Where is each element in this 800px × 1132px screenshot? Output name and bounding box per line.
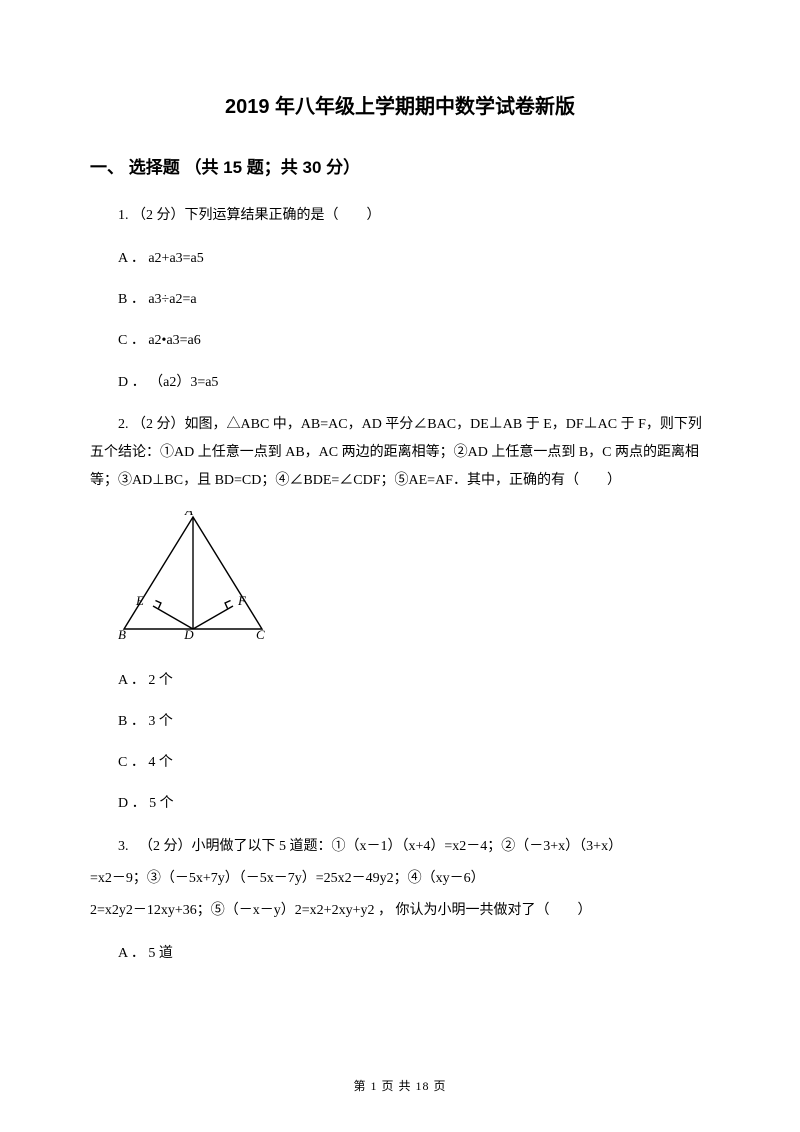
- page-title: 2019 年八年级上学期期中数学试卷新版: [90, 90, 710, 119]
- q3-line1: 3. （2 分）小明做了以下 5 道题：①（x－1）（x+4）=x2－4；②（－…: [90, 833, 710, 861]
- q2-opt-b: B ． 3 个: [90, 709, 710, 734]
- q2-stem: 2. （2 分）如图，△ABC 中，AB=AC，AD 平分∠BAC，DE⊥AB …: [90, 411, 710, 495]
- page-footer: 第 1 页 共 18 页: [0, 1077, 800, 1094]
- svg-text:C: C: [256, 627, 265, 642]
- q1-opt-a: A ． a2+a3=a5: [90, 246, 710, 271]
- q1-opt-d: D ． （a2）3=a5: [90, 370, 710, 395]
- q3-line2: =x2－9；③（－5x+7y）（－5x－7y）=25x2－49y2；④（xy－6…: [90, 865, 710, 893]
- section-1-heading: 一、 选择题 （共 15 题；共 30 分）: [90, 153, 710, 178]
- q1-stem: 1. （2 分）下列运算结果正确的是（ ）: [90, 202, 710, 230]
- svg-text:E: E: [135, 593, 144, 608]
- q3-line3: 2=x2y2－12xy+36；⑤（－x－y）2=x2+2xy+y2 ， 你认为小…: [90, 897, 710, 925]
- q2-opt-a: A ． 2 个: [90, 668, 710, 693]
- svg-text:D: D: [183, 627, 194, 642]
- q3-opt-a: A ． 5 道: [90, 941, 710, 966]
- q1-opt-c: C ． a2•a3=a6: [90, 328, 710, 353]
- q1-opt-b: B ． a3÷a2=a: [90, 287, 710, 312]
- q2-opt-c: C ． 4 个: [90, 750, 710, 775]
- q2-figure: A B C D E F: [118, 511, 710, 648]
- triangle-diagram: A B C D E F: [118, 511, 273, 643]
- svg-text:A: A: [184, 511, 193, 518]
- svg-text:B: B: [118, 627, 126, 642]
- exam-page: 2019 年八年级上学期期中数学试卷新版 一、 选择题 （共 15 题；共 30…: [0, 0, 800, 1022]
- q2-opt-d: D ． 5 个: [90, 791, 710, 816]
- svg-text:F: F: [237, 593, 247, 608]
